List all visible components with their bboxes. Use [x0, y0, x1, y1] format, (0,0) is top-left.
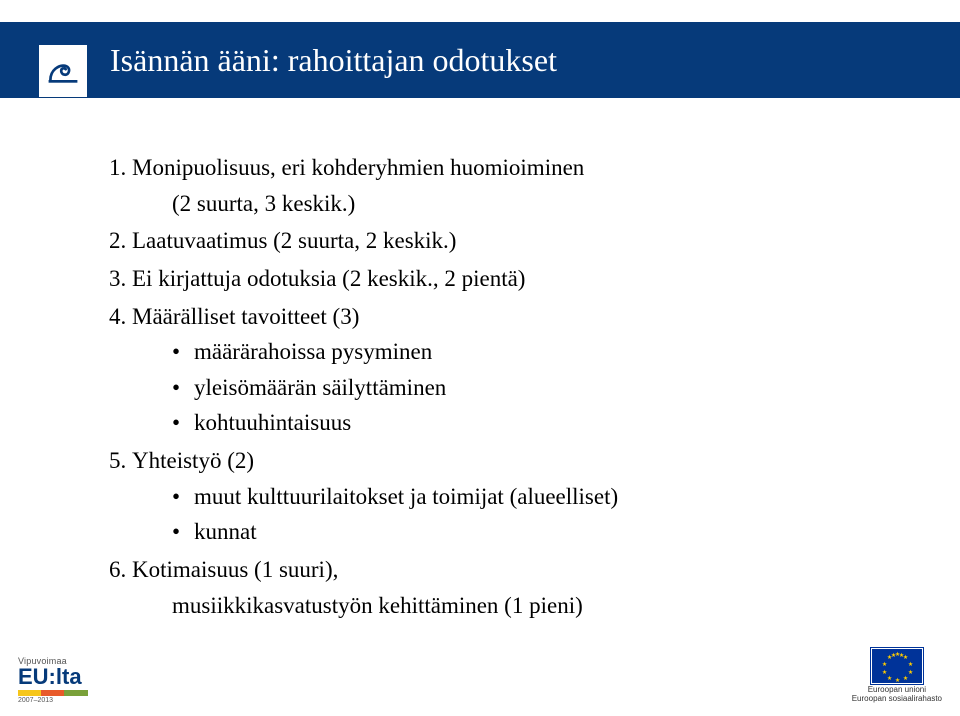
header-logo	[38, 34, 88, 98]
eu-flag-icon: ★ ★ ★ ★ ★ ★ ★ ★ ★ ★ ★ ★	[871, 648, 923, 684]
sub-list: määrärahoissa pysyminen yleisömäärän säi…	[132, 334, 900, 441]
eu-line2: Euroopan sosiaalirahasto	[852, 695, 942, 704]
main-ordered-list: Monipuolisuus, eri kohderyhmien huomioim…	[100, 150, 900, 623]
footer: Vipuvoimaa EU:lta 2007–2013 ★ ★ ★ ★ ★ ★ …	[18, 648, 942, 704]
list-item: Kotimaisuus (1 suuri), musiikkikasvatust…	[132, 552, 900, 623]
item-text: Laatuvaatimus (2 suurta, 2 keskik.)	[132, 228, 456, 253]
sub-item: kohtuuhintaisuus	[172, 405, 900, 441]
sub-list: muut kulttuurilaitokset ja toimijat (alu…	[132, 479, 900, 550]
list-item: Ei kirjattuja odotuksia (2 keskik., 2 pi…	[132, 261, 900, 297]
list-item: Laatuvaatimus (2 suurta, 2 keskik.)	[132, 223, 900, 259]
item-paren: (2 suurta, 3 keskik.)	[132, 186, 900, 222]
list-item: Yhteistyö (2) muut kulttuurilaitokset ja…	[132, 443, 900, 550]
list-item: Monipuolisuus, eri kohderyhmien huomioim…	[132, 150, 900, 221]
sub-item: määrärahoissa pysyminen	[172, 334, 900, 370]
item-text: Ei kirjattuja odotuksia (2 keskik., 2 pi…	[132, 266, 525, 291]
vipuvoimaa-logo: Vipuvoimaa EU:lta 2007–2013	[18, 656, 88, 704]
sub-item: muut kulttuurilaitokset ja toimijat (alu…	[172, 479, 900, 515]
content-body: Monipuolisuus, eri kohderyhmien huomioim…	[100, 150, 900, 625]
footer-right-eu: ★ ★ ★ ★ ★ ★ ★ ★ ★ ★ ★ ★ Euroopan unioni …	[852, 648, 942, 704]
item-text: Määrälliset tavoitteet (3)	[132, 304, 359, 329]
sub-item: kunnat	[172, 514, 900, 550]
item-text: Monipuolisuus, eri kohderyhmien huomioim…	[132, 155, 584, 180]
slide: Isännän ääni: rahoittajan odotukset Moni…	[0, 0, 960, 716]
item-text: Kotimaisuus (1 suuri),	[132, 557, 338, 582]
sub-item: yleisömäärän säilyttäminen	[172, 370, 900, 406]
footer-left-logo: Vipuvoimaa EU:lta 2007–2013	[18, 656, 88, 704]
logo-blue-strip	[39, 35, 87, 45]
slide-title: Isännän ääni: rahoittajan odotukset	[110, 42, 557, 79]
header-band: Isännän ääni: rahoittajan odotukset	[0, 22, 960, 98]
item-text: Yhteistyö (2)	[132, 448, 254, 473]
list-item: Määrälliset tavoitteet (3) määrärahoissa…	[132, 299, 900, 442]
item-paren: musiikkikasvatustyön kehittäminen (1 pie…	[132, 588, 900, 624]
eu-caption: Euroopan unioni Euroopan sosiaalirahasto	[852, 686, 942, 704]
swan-icon	[39, 45, 87, 97]
vip-color-bar	[18, 690, 88, 696]
vip-mid-text: EU:lta	[18, 666, 88, 688]
vip-sub-text: 2007–2013	[18, 697, 88, 704]
